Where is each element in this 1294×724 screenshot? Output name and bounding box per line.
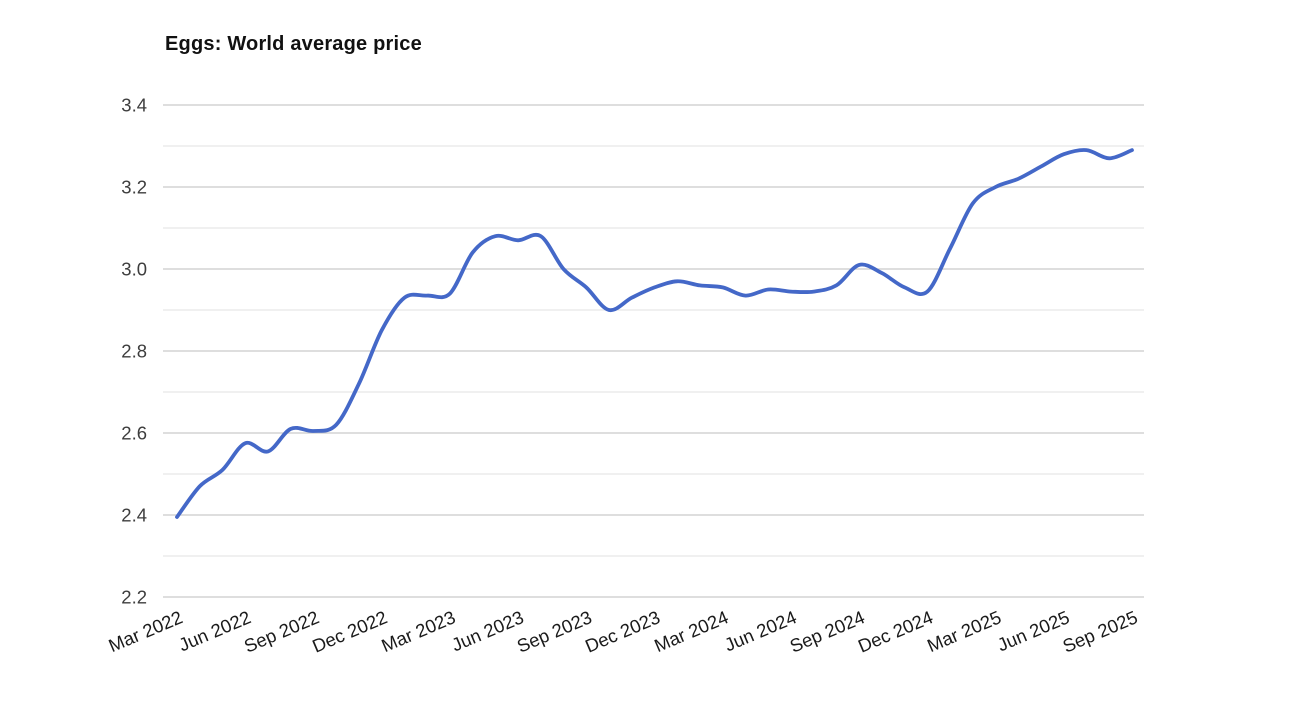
y-tick-label: 2.4 <box>121 505 147 526</box>
y-tick-label: 3.2 <box>121 177 147 198</box>
chart-title: Eggs: World average price <box>165 33 422 55</box>
x-tick-label: Jun 2023 <box>448 606 526 655</box>
x-tick-label: Dec 2024 <box>855 606 936 656</box>
price-line-series <box>175 148 1134 519</box>
x-tick-label: Jun 2024 <box>721 606 799 655</box>
x-tick-label: Dec 2023 <box>582 606 663 656</box>
x-tick-label: Mar 2024 <box>651 606 731 656</box>
x-tick-label: Sep 2023 <box>514 606 595 656</box>
x-tick-label: Jun 2025 <box>994 606 1072 655</box>
x-tick-label: Sep 2025 <box>1059 606 1140 656</box>
y-tick-label: 3.0 <box>121 259 147 280</box>
x-tick-label: Sep 2022 <box>241 606 322 656</box>
y-tick-label: 2.2 <box>121 587 147 608</box>
gridlines-group <box>163 104 1144 598</box>
x-tick-label: Mar 2022 <box>105 606 185 656</box>
x-tick-label: Mar 2025 <box>924 606 1004 656</box>
y-axis-tick-labels: 2.2 2.4 2.6 2.8 3.0 3.2 3.4 <box>121 95 147 608</box>
x-tick-label: Jun 2022 <box>175 606 253 655</box>
x-tick-label: Sep 2024 <box>787 606 868 656</box>
y-tick-label: 2.8 <box>121 341 147 362</box>
price-line-path <box>175 148 1134 519</box>
y-tick-label: 2.6 <box>121 423 147 444</box>
x-tick-label: Mar 2023 <box>378 606 458 656</box>
y-tick-label: 3.4 <box>121 95 147 116</box>
x-tick-label: Dec 2022 <box>309 606 390 656</box>
